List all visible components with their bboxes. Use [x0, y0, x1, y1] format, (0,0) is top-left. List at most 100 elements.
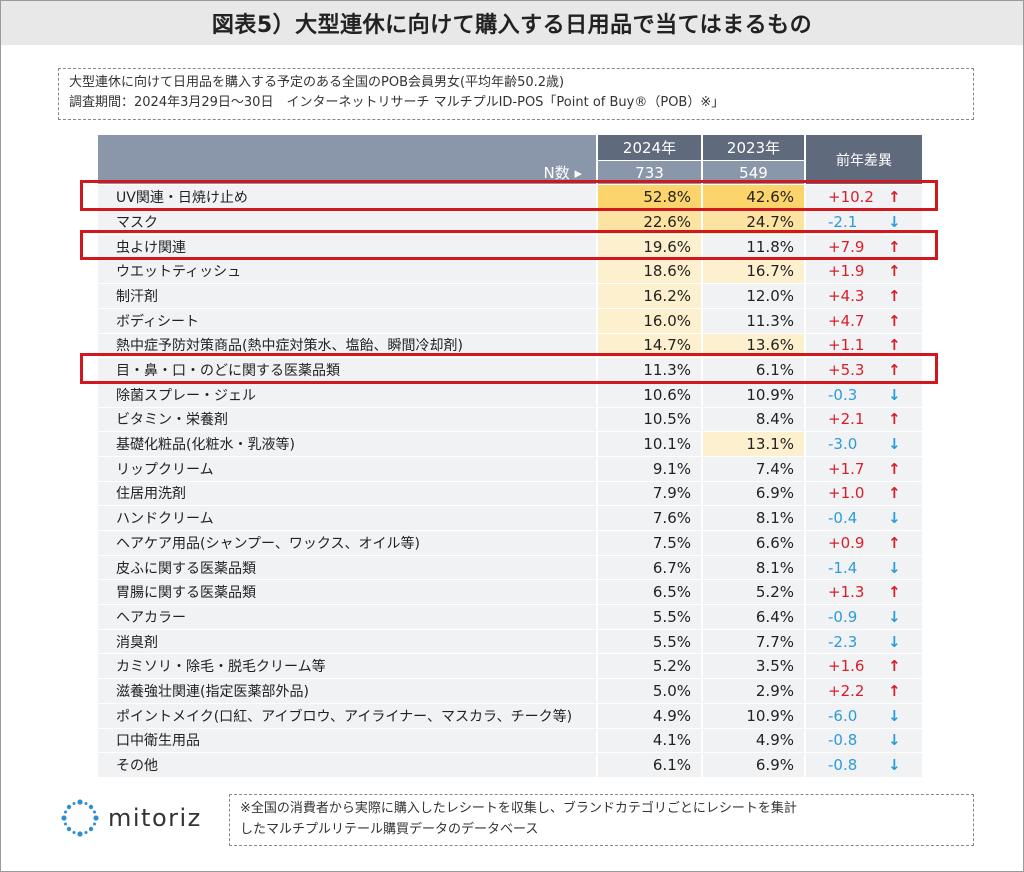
table-row: 目・鼻・口・のどに関する医薬品類 11.3% 6.1% +5.3 ↑ — [98, 357, 922, 382]
arrow-up-icon: ↑ — [888, 583, 901, 602]
table-row: ウエットティッシュ 18.6% 16.7% +1.9 ↑ — [98, 258, 922, 284]
table-row: ビタミン・栄養剤 10.5% 8.4% +2.1 ↑ — [98, 406, 922, 432]
row-label: ヘアカラー — [98, 604, 596, 629]
diff-cell: +1.3 ↑ — [804, 579, 922, 605]
value-2024: 14.7% — [596, 332, 701, 358]
diff-value: +10.2 — [828, 188, 874, 207]
row-label: 目・鼻・口・のどに関する医薬品類 — [98, 357, 596, 382]
value-2023: 13.1% — [701, 431, 804, 456]
footnote-line2: したマルチプルリテール購買データのデータベース — [240, 822, 539, 837]
arrow-down-icon: ↓ — [888, 385, 901, 404]
row-label: 基礎化粧品(化粧水・乳液等) — [98, 431, 596, 456]
row-label: UV関連・日焼け止め — [98, 184, 596, 210]
diff-value: +2.2 — [828, 681, 865, 700]
diff-value: -0.8 — [828, 731, 858, 750]
table-row: ヘアカラー 5.5% 6.4% -0.9 ↓ — [98, 604, 922, 629]
diff-cell: -3.0 ↓ — [804, 431, 922, 456]
value-2024: 6.1% — [596, 752, 701, 777]
row-label: 皮ふに関する医薬品類 — [98, 554, 596, 580]
row-label: 滋養強壮関連(指定医薬部外品) — [98, 678, 596, 703]
diff-cell: -0.8 ↓ — [804, 752, 922, 777]
table-row: 滋養強壮関連(指定医薬部外品) 5.0% 2.9% +2.2 ↑ — [98, 678, 922, 703]
value-2024: 16.2% — [596, 283, 701, 308]
diff-value: +1.0 — [828, 484, 865, 503]
value-2024: 19.6% — [596, 233, 701, 259]
diff-cell: +4.7 ↑ — [804, 307, 922, 333]
diff-cell: -6.0 ↓ — [804, 702, 922, 728]
diff-value: -2.3 — [828, 632, 858, 651]
value-2023: 24.7% — [701, 209, 804, 234]
diff-cell: +2.2 ↑ — [804, 678, 922, 703]
row-label: ボディシート — [98, 307, 596, 333]
value-2024: 4.9% — [596, 702, 701, 728]
mitoriz-logo-text: mitoriz — [108, 804, 202, 832]
header-year-2024: 2024年 — [596, 135, 701, 160]
diff-value: +4.3 — [828, 286, 865, 305]
value-2023: 11.8% — [701, 233, 804, 259]
diff-cell: +10.2 ↑ — [804, 184, 922, 210]
arrow-up-icon: ↑ — [888, 484, 901, 503]
value-2023: 11.3% — [701, 307, 804, 333]
diff-cell: +0.9 ↑ — [804, 530, 922, 555]
row-label: 胃腸に関する医薬品類 — [98, 579, 596, 605]
table-row: 熱中症予防対策商品(熱中症対策水、塩飴、瞬間冷却剤) 14.7% 13.6% +1.1… — [98, 332, 922, 358]
value-2023: 4.9% — [701, 727, 804, 753]
table-row: 除菌スプレー・ジェル 10.6% 10.9% -0.3 ↓ — [98, 381, 922, 407]
row-label: ポイントメイク(口紅、アイブロウ、アイライナー、マスカラ、チーク等) — [98, 702, 596, 728]
diff-cell: +1.6 ↑ — [804, 653, 922, 679]
diff-cell: -0.9 ↓ — [804, 604, 922, 629]
row-label: 虫よけ関連 — [98, 233, 596, 259]
value-2024: 5.2% — [596, 653, 701, 679]
diff-value: +1.1 — [828, 336, 865, 355]
row-label: マスク — [98, 209, 596, 234]
survey-info-box: 大型連休に向けて日用品を購入する予定のある全国のPOB会員男女(平均年齢50.2… — [58, 68, 974, 120]
value-2023: 6.1% — [701, 357, 804, 382]
row-label: ビタミン・栄養剤 — [98, 406, 596, 432]
arrow-up-icon: ↑ — [888, 311, 901, 330]
title-bar: 図表5）大型連休に向けて購入する日用品で当てはまるもの — [1, 1, 1023, 45]
row-label: カミソリ・除毛・脱毛クリーム等 — [98, 653, 596, 679]
arrow-up-icon: ↑ — [888, 681, 901, 700]
arrow-up-icon: ↑ — [888, 657, 901, 676]
mitoriz-logo: mitoriz — [60, 798, 202, 838]
table-row: ポイントメイク(口紅、アイブロウ、アイライナー、マスカラ、チーク等) 4.9% 10… — [98, 702, 922, 728]
results-table: 2024年 2023年 前年差異 N数 ▸ 733 549 UV関連・日焼け止め… — [98, 135, 922, 777]
arrow-up-icon: ↑ — [888, 262, 901, 281]
row-label: ウエットティッシュ — [98, 258, 596, 284]
diff-cell: +1.1 ↑ — [804, 332, 922, 358]
arrow-up-icon: ↑ — [888, 336, 901, 355]
diff-cell: +1.7 ↑ — [804, 455, 922, 481]
header-n-2023: 549 — [701, 159, 804, 185]
arrow-up-icon: ↑ — [888, 410, 901, 429]
table-row: ヘアケア用品(シャンプー、ワックス、オイル等) 7.5% 6.6% +0.9 ↑ — [98, 530, 922, 555]
value-2024: 7.5% — [596, 530, 701, 555]
diff-value: +1.6 — [828, 657, 865, 676]
diff-value: -0.8 — [828, 756, 858, 775]
header-n-2024: 733 — [596, 159, 701, 185]
arrow-down-icon: ↓ — [888, 558, 901, 577]
diff-value: +0.9 — [828, 533, 865, 552]
row-label: 住居用洗剤 — [98, 480, 596, 506]
value-2023: 42.6% — [701, 184, 804, 210]
arrow-down-icon: ↓ — [888, 756, 901, 775]
value-2023: 6.9% — [701, 752, 804, 777]
arrow-down-icon: ↓ — [888, 731, 901, 750]
survey-info-line1: 大型連休に向けて日用品を購入する予定のある全国のPOB会員男女(平均年齢50.2… — [69, 75, 565, 90]
table-body: UV関連・日焼け止め 52.8% 42.6% +10.2 ↑ マスク 22.6% 24.7% -… — [98, 184, 922, 777]
diff-value: -2.1 — [828, 212, 858, 231]
value-2024: 6.5% — [596, 579, 701, 605]
diff-value: -0.3 — [828, 385, 858, 404]
diff-value: +5.3 — [828, 361, 865, 380]
diff-value: +1.7 — [828, 459, 865, 478]
arrow-up-icon: ↑ — [888, 361, 901, 380]
row-label: リップクリーム — [98, 455, 596, 481]
value-2023: 5.2% — [701, 579, 804, 605]
diff-value: -6.0 — [828, 706, 858, 725]
diff-value: +4.7 — [828, 311, 865, 330]
arrow-down-icon: ↓ — [888, 632, 901, 651]
row-label: 熱中症予防対策商品(熱中症対策水、塩飴、瞬間冷却剤) — [98, 332, 596, 358]
diff-cell: +5.3 ↑ — [804, 357, 922, 382]
diff-value: -3.0 — [828, 435, 858, 454]
diff-value: +1.9 — [828, 262, 865, 281]
diff-cell: -0.4 ↓ — [804, 505, 922, 530]
